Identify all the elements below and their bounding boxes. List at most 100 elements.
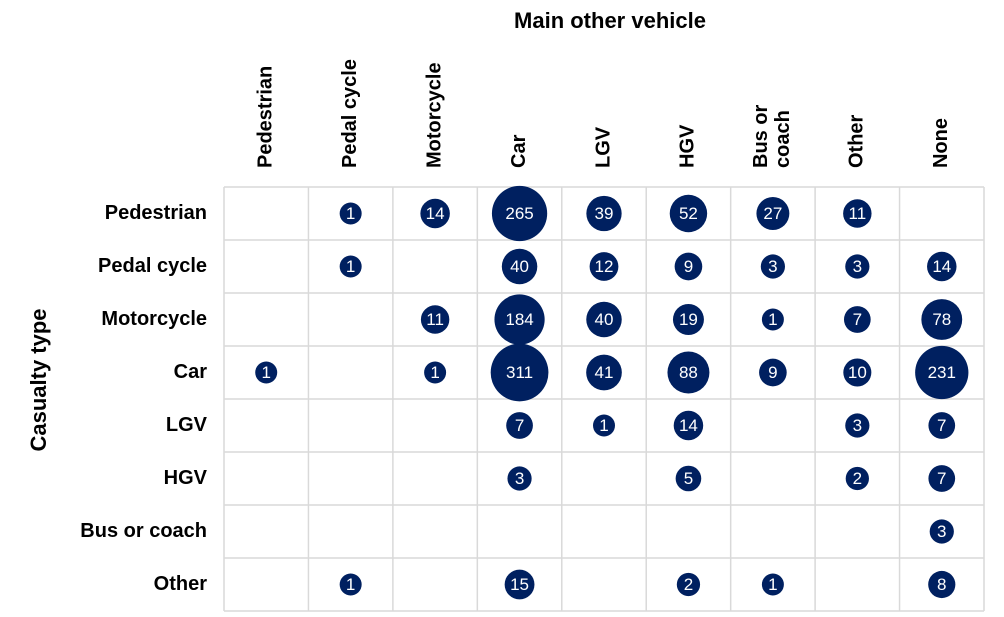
column-label: LGV xyxy=(592,126,614,168)
bubble xyxy=(761,308,784,331)
bubble xyxy=(675,465,702,492)
y-axis-title: Casualty type xyxy=(26,308,51,451)
bubble xyxy=(667,351,710,394)
bubble xyxy=(845,413,870,438)
bubble xyxy=(673,410,704,441)
data-label: 265 xyxy=(505,204,533,223)
bubble xyxy=(845,254,870,279)
bubble xyxy=(845,466,869,491)
data-label: 7 xyxy=(853,310,862,329)
data-label: 14 xyxy=(932,257,951,276)
data-label: 2 xyxy=(684,575,693,594)
bubble xyxy=(339,202,362,225)
data-label: 1 xyxy=(261,363,270,382)
data-label: 78 xyxy=(932,310,951,329)
data-label: 41 xyxy=(595,363,614,382)
bubble xyxy=(843,199,872,228)
bubble xyxy=(255,361,278,384)
bubble xyxy=(928,465,956,492)
row-label: LGV xyxy=(166,414,208,436)
bubble xyxy=(669,194,708,233)
row-label: HGV xyxy=(164,467,208,489)
row-label: Pedal cycle xyxy=(98,255,207,277)
row-label: Pedestrian xyxy=(105,202,207,224)
bubble xyxy=(756,197,790,230)
row-label: Motorcycle xyxy=(101,308,207,330)
row-label: Car xyxy=(174,361,208,383)
data-label: 3 xyxy=(768,257,777,276)
data-label: 11 xyxy=(849,204,867,223)
data-label: 3 xyxy=(853,416,862,435)
data-label: 1 xyxy=(768,310,777,329)
bubble xyxy=(589,252,619,281)
bubble xyxy=(760,254,785,279)
data-label: 3 xyxy=(853,257,862,276)
bubble xyxy=(586,195,622,232)
column-label: None xyxy=(930,118,952,168)
column-label: Other xyxy=(846,114,868,168)
bubble xyxy=(759,358,787,387)
data-label: 12 xyxy=(595,257,614,276)
data-label: 1 xyxy=(599,416,608,435)
bubble xyxy=(761,573,784,596)
data-label: 11 xyxy=(426,310,444,329)
bubble xyxy=(586,354,622,391)
bubble xyxy=(490,343,549,402)
bubble xyxy=(339,573,362,596)
data-label: 19 xyxy=(679,310,698,329)
data-label: 40 xyxy=(510,257,529,276)
bubble xyxy=(501,248,538,285)
row-label: Bus or coach xyxy=(80,520,207,542)
bubble xyxy=(491,185,548,242)
data-label: 10 xyxy=(848,363,867,382)
column-label: HGV xyxy=(677,124,699,168)
bubble xyxy=(593,414,615,437)
data-label: 184 xyxy=(505,310,533,329)
data-label: 9 xyxy=(768,363,777,382)
column-label: Car xyxy=(508,134,530,168)
data-label: 7 xyxy=(937,416,946,435)
data-label: 1 xyxy=(346,575,355,594)
data-label: 8 xyxy=(937,575,946,594)
data-label: 40 xyxy=(595,310,614,329)
data-label: 1 xyxy=(768,575,777,594)
bubble xyxy=(928,412,956,439)
data-label: 3 xyxy=(515,469,524,488)
data-label: 1 xyxy=(346,204,355,223)
bubble xyxy=(420,305,450,334)
column-label: Pedestrian xyxy=(255,66,277,168)
column-label: Pedal cycle xyxy=(339,59,361,168)
data-label: 7 xyxy=(937,469,946,488)
bubble xyxy=(507,466,532,491)
bubble xyxy=(586,301,622,338)
column-label: Bus orcoach xyxy=(750,104,794,168)
data-label: 52 xyxy=(679,204,698,223)
bubble xyxy=(674,252,703,281)
data-label: 88 xyxy=(679,363,698,382)
data-label: 231 xyxy=(928,363,956,382)
bubble xyxy=(494,294,545,345)
data-label: 9 xyxy=(684,257,693,276)
bubble xyxy=(928,570,956,599)
row-label: Other xyxy=(154,573,208,595)
bubble xyxy=(339,255,362,278)
chart-title: Main other vehicle xyxy=(514,8,706,33)
bubble xyxy=(506,412,533,439)
data-label: 27 xyxy=(763,204,782,223)
data-label: 311 xyxy=(506,363,533,382)
bubble xyxy=(424,361,447,384)
bubble xyxy=(504,569,535,600)
data-label: 14 xyxy=(679,416,698,435)
data-label: 1 xyxy=(430,363,439,382)
data-label: 15 xyxy=(510,575,529,594)
data-label: 3 xyxy=(937,522,946,541)
data-label: 14 xyxy=(426,204,445,223)
data-label: 39 xyxy=(595,204,614,223)
column-label: Motorcycle xyxy=(423,62,445,168)
bubble xyxy=(676,572,701,597)
data-label: 7 xyxy=(515,416,524,435)
data-label: 1 xyxy=(346,257,355,276)
bubble xyxy=(921,299,963,340)
data-label: 5 xyxy=(684,469,693,488)
